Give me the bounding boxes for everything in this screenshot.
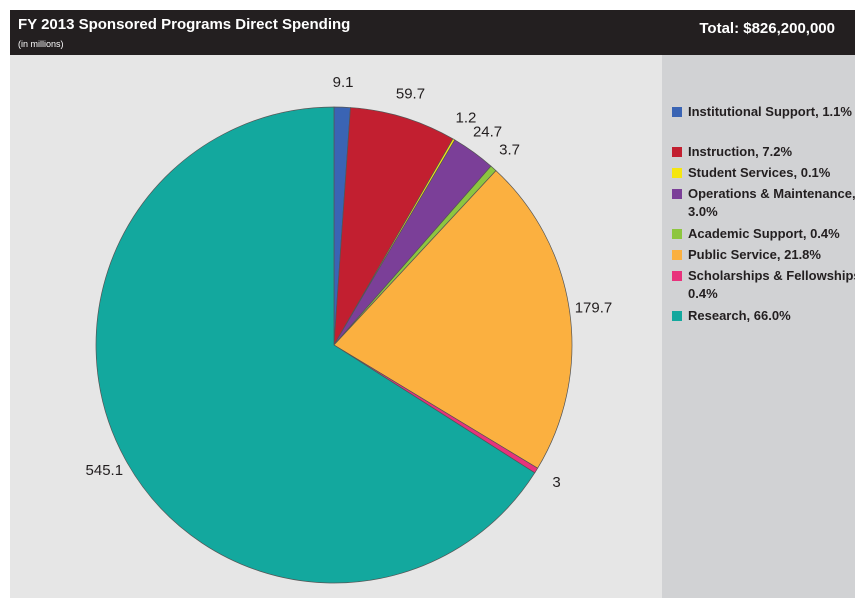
data-label: 1.2 xyxy=(456,110,477,127)
legend-label: Operations & Maintenance, 3.0% xyxy=(688,186,855,219)
legend-item: Public Service, 21.8% xyxy=(672,246,855,264)
chart: 9.1 59.7 1.224.73.7 179.7 3 545.1 xyxy=(86,74,613,584)
pie-slice xyxy=(333,170,573,469)
data-label: 3.7 xyxy=(499,141,520,158)
legend-item: Student Services, 0.1% xyxy=(672,164,855,182)
legend-label: Scholarships & Fellowships, 0.4% xyxy=(688,268,855,301)
legend-item: Operations & Maintenance, 3.0% xyxy=(672,185,855,221)
data-label: 3 xyxy=(552,474,560,491)
plot-area: 9.1 59.7 1.2 24.7 3.7 179.7 3 545.1 xyxy=(10,55,662,598)
header: FY 2013 Sponsored Programs Direct Spendi… xyxy=(10,10,855,55)
pie-slice xyxy=(333,107,454,346)
legend-swatch xyxy=(672,189,682,199)
legend-swatch xyxy=(672,311,682,321)
legend-swatch xyxy=(672,147,682,157)
chart-subtitle: (in millions) xyxy=(18,39,64,49)
legend-item: Instruction, 7.2% xyxy=(672,143,855,161)
legend-item: Academic Support, 0.4% xyxy=(672,225,855,243)
data-label: 59.7 xyxy=(396,85,425,102)
legend-swatch xyxy=(672,250,682,260)
legend-swatch xyxy=(672,107,682,117)
legend: Institutional Support, 1.1% Instruction, … xyxy=(662,55,855,598)
legend-label: Institutional Support, 1.1% xyxy=(688,104,852,119)
legend-label: Instruction, 7.2% xyxy=(688,144,793,159)
legend-item: Institutional Support, 1.1% xyxy=(672,103,855,121)
chart-title: FY 2013 Sponsored Programs Direct Spendi… xyxy=(18,16,351,33)
legend-item: Scholarships & Fellowships, 0.4% xyxy=(672,267,855,303)
legend-item: Research, 66.0% xyxy=(672,307,855,325)
legend-swatch xyxy=(672,229,682,239)
total: Total: $826,200,000 xyxy=(699,20,835,37)
legend-label: Research, 66.0% xyxy=(688,308,791,323)
legend-label: Academic Support, 0.4% xyxy=(688,226,840,241)
data-label: 545.1 xyxy=(86,462,124,479)
data-label: 24.7 xyxy=(473,124,502,141)
legend-label: Public Service, 21.8% xyxy=(688,247,821,262)
legend-label: Student Services, 0.1% xyxy=(688,165,831,180)
legend-swatch xyxy=(672,168,682,178)
pie-slice xyxy=(95,106,536,584)
legend-swatch xyxy=(672,271,682,281)
data-label: 179.7 xyxy=(575,300,613,317)
data-label: 9.1 xyxy=(333,74,354,91)
